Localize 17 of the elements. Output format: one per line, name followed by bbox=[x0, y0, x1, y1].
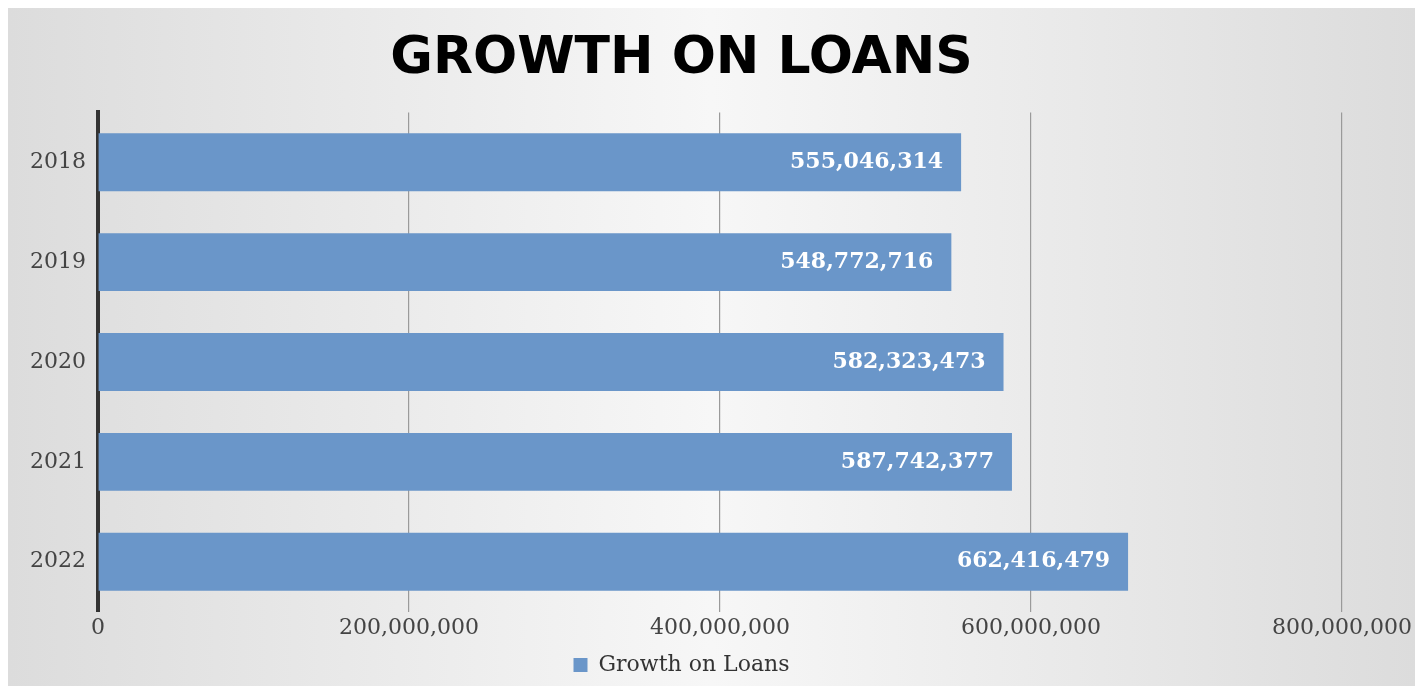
y-tick-label: 2018 bbox=[29, 148, 86, 174]
legend-label: Growth on Loans bbox=[598, 650, 790, 676]
y-tick-label: 2020 bbox=[29, 347, 86, 373]
data-label: 662,416,479 bbox=[956, 546, 1111, 573]
y-tick-label: 2022 bbox=[29, 547, 86, 573]
data-label: 587,742,377 bbox=[840, 446, 994, 473]
x-tick-label: 800,000,000 bbox=[1272, 613, 1412, 639]
y-tick-label: 2021 bbox=[29, 447, 86, 473]
x-tick-label: 400,000,000 bbox=[650, 613, 790, 639]
x-tick-label: 600,000,000 bbox=[961, 613, 1101, 639]
data-label: 582,323,473 bbox=[832, 346, 986, 373]
data-label: 548,772,716 bbox=[780, 246, 934, 273]
x-tick-label: 200,000,000 bbox=[339, 613, 479, 639]
data-label: 555,046,314 bbox=[790, 147, 944, 174]
x-tick-label: 0 bbox=[90, 613, 105, 639]
y-tick-label: 2019 bbox=[29, 247, 86, 273]
chart-title: GROWTH ON LOANS bbox=[390, 24, 973, 85]
